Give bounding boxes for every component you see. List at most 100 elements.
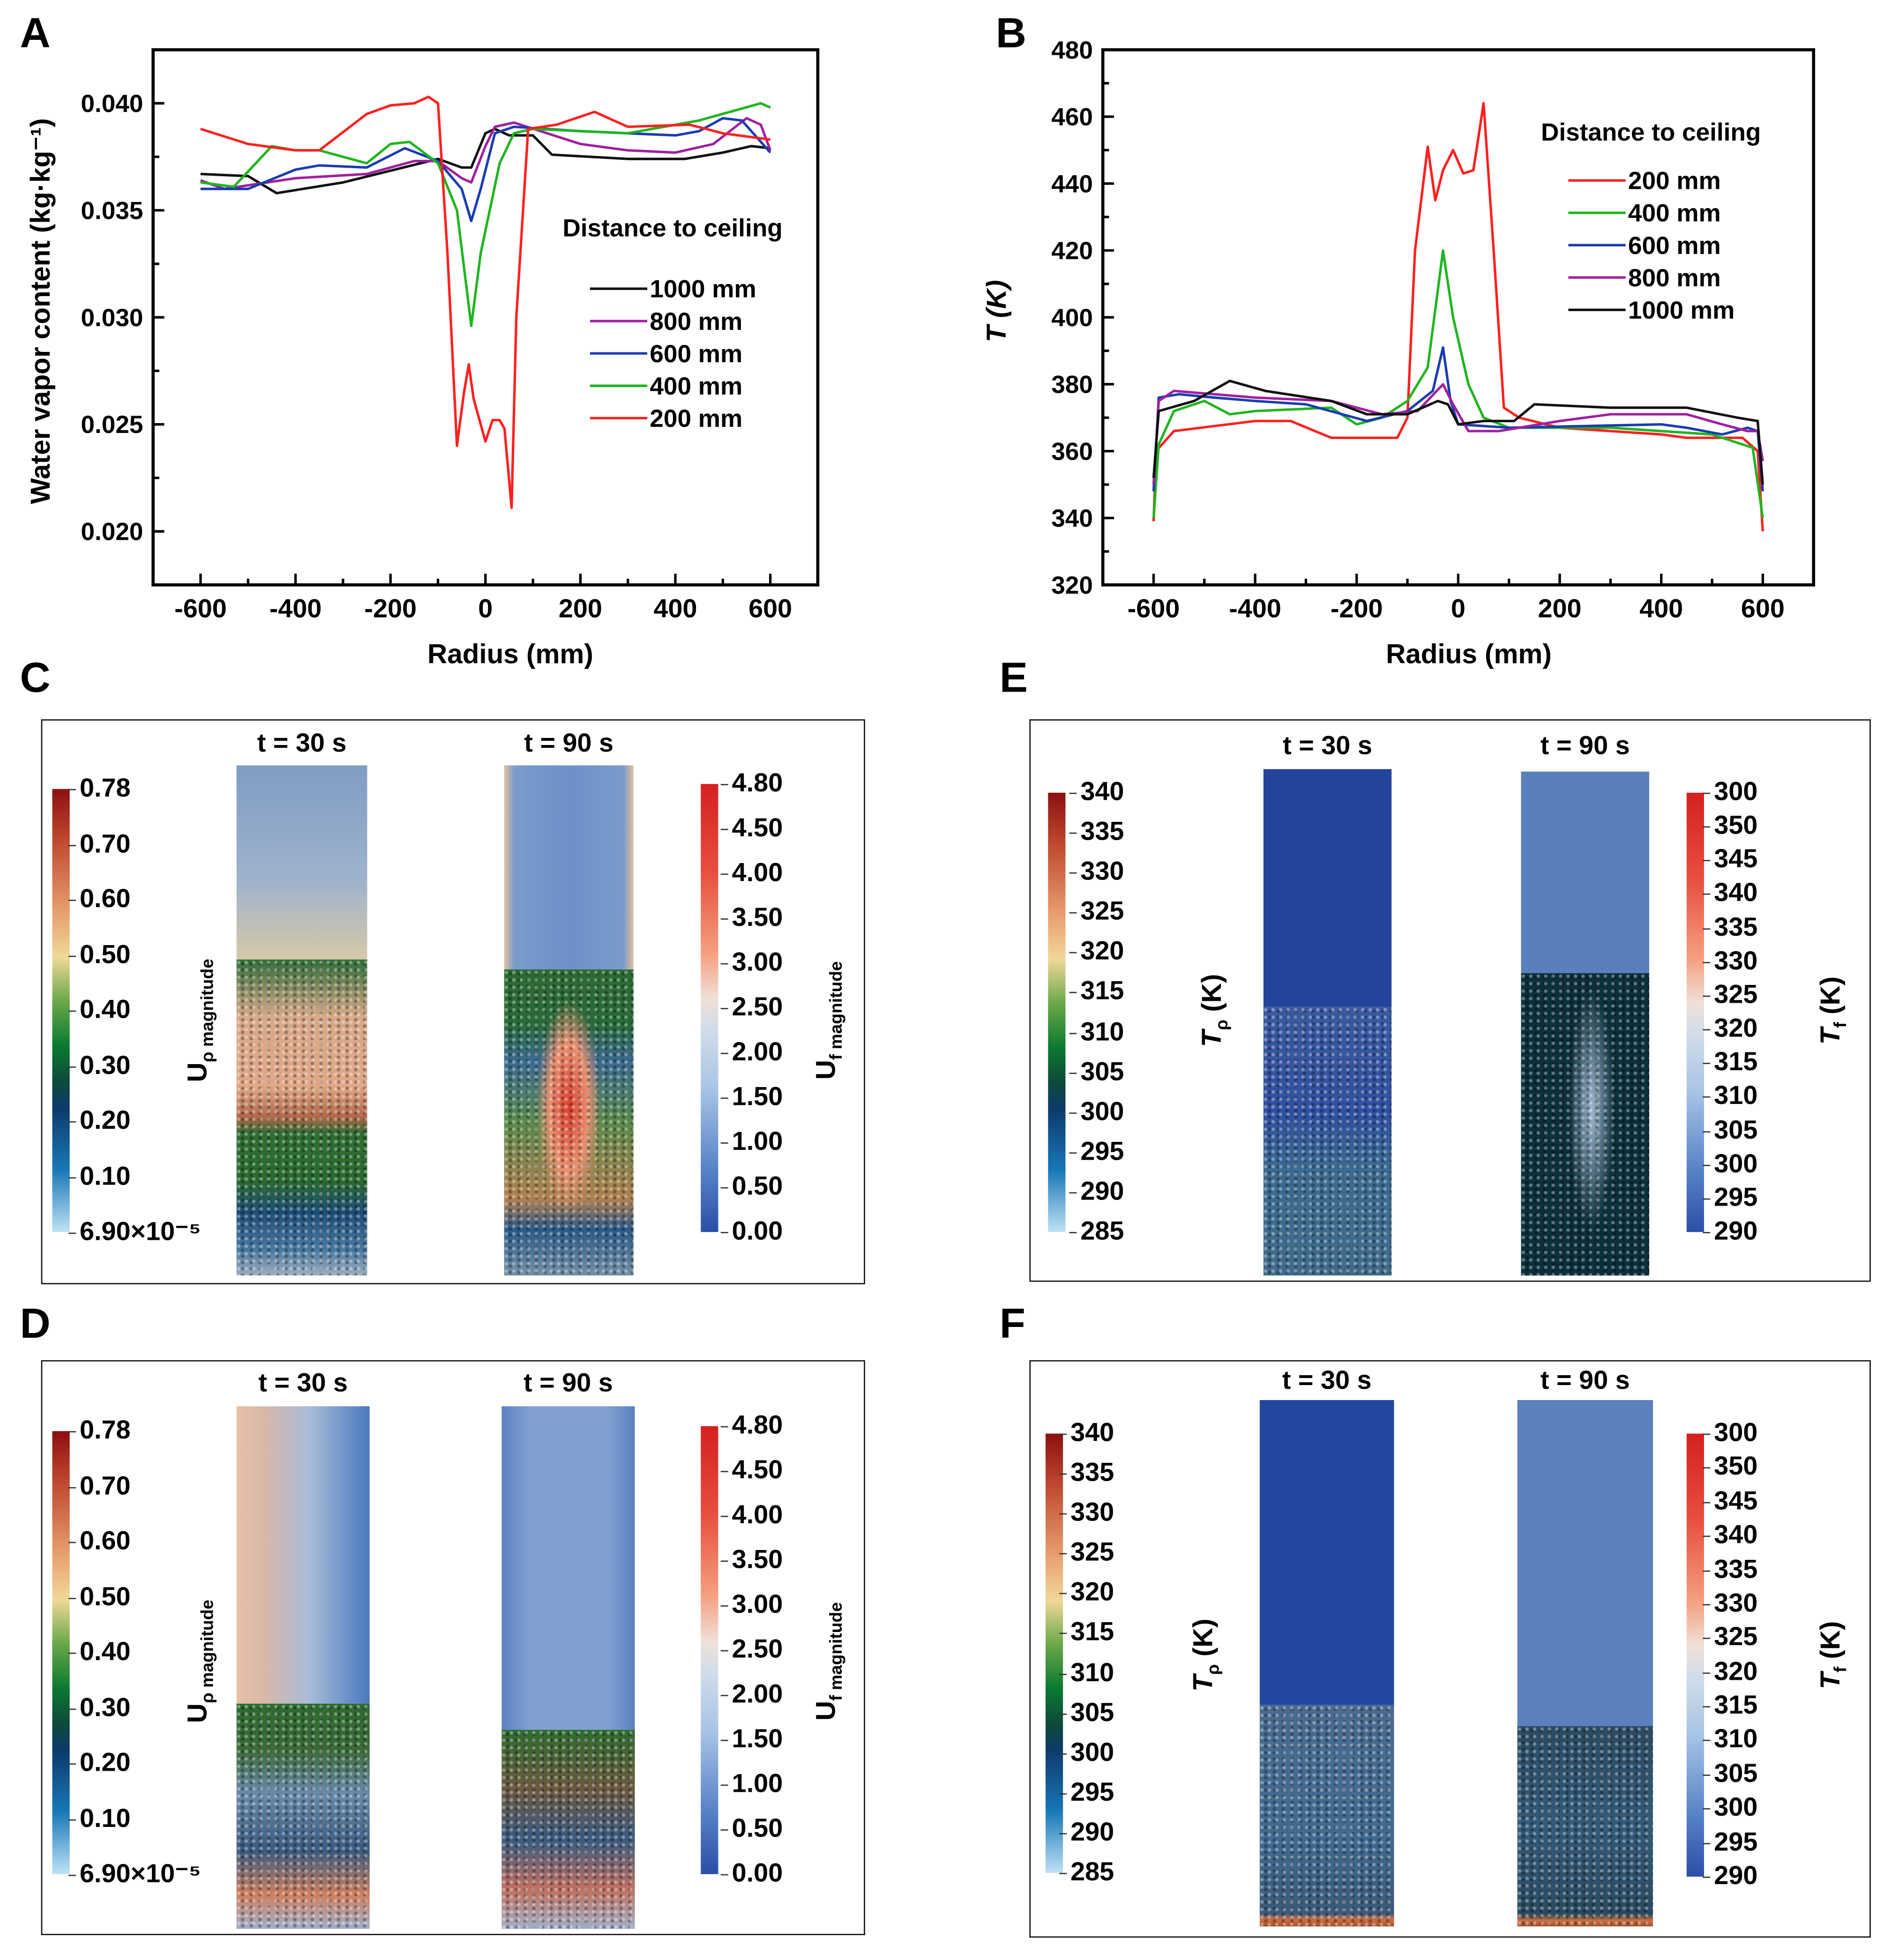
subscript: f magnitude <box>825 961 845 1060</box>
colorbar-tick-label: 300 <box>1069 1097 1124 1127</box>
colorbar-tick-label: 330 <box>1059 1498 1114 1528</box>
particle-bed <box>501 1730 635 1929</box>
y-tick-label: 380 <box>1051 371 1093 399</box>
colorbar-tick-label: 0.00 <box>720 1217 783 1247</box>
y-tick-label: 480 <box>1051 37 1093 64</box>
colorbar-tick-label: 290 <box>1703 1217 1757 1247</box>
colorbar-tick-label: 320 <box>1069 938 1124 968</box>
particle-bed <box>1521 973 1650 1276</box>
legend-title: Distance to ceiling <box>1541 119 1761 146</box>
time-label: t = 30 s <box>1283 731 1372 760</box>
colorbar-tick-label: 0.50 <box>68 940 131 970</box>
fluid-colorbar <box>1686 792 1704 1232</box>
x-tick-label: -400 <box>269 594 322 623</box>
colorbar-tick-label: 320 <box>1703 1657 1757 1687</box>
colorbar-tick-label: 330 <box>1703 947 1757 977</box>
y-tick-label: 0.030 <box>81 304 143 332</box>
subscript: f <box>1830 1022 1850 1028</box>
x-tick-label: 200 <box>559 594 602 623</box>
x-tick-label: -200 <box>364 594 417 623</box>
x-tick-label: 400 <box>653 594 697 623</box>
x-tick-label: 400 <box>1639 594 1683 623</box>
colorbar-tick-label: 295 <box>1703 1827 1757 1857</box>
simulation-field-t30 <box>1263 769 1392 1276</box>
panel-frame <box>41 719 865 1284</box>
panel-label-f: F <box>999 1300 1025 1348</box>
colorbar-tick-label: 300 <box>1059 1738 1114 1768</box>
y-tick-label: 0.040 <box>81 90 143 118</box>
particle-bed <box>1517 1726 1653 1927</box>
symbol: T <box>1196 1030 1227 1047</box>
colorbar-tick-label: 0.10 <box>68 1162 131 1192</box>
colorbar-tick-label: 310 <box>1069 1017 1124 1047</box>
particle-colorbar-title: Uρ magnitude <box>181 959 217 1082</box>
colorbar-tick-label: 325 <box>1069 898 1124 928</box>
colorbar-tick-label: 0.00 <box>720 1859 783 1889</box>
colorbar-tick-label: 3.50 <box>720 903 783 933</box>
series-line-800-mm <box>200 117 772 190</box>
panel-label-a: A <box>20 10 51 58</box>
x-tick-label: 600 <box>1741 594 1785 623</box>
colorbar-tick-label: 310 <box>1703 1082 1757 1112</box>
symbol: U <box>810 1060 841 1080</box>
time-label: t = 90 s <box>1540 731 1630 760</box>
colorbar-tick-label: 1.00 <box>720 1770 783 1800</box>
colorbar-tick-label: 0.60 <box>68 885 131 915</box>
y-tick-label: 420 <box>1051 237 1093 265</box>
line-charts: -600 -400 -200 0 200 400 600 0.020 0.025 0.030 0.0… <box>25 37 1815 670</box>
symbol: U <box>181 1062 213 1082</box>
y-tick-label: 0.035 <box>81 197 143 224</box>
panel-label-e: E <box>999 655 1028 702</box>
colorbar-tick-label: 3.50 <box>720 1546 783 1576</box>
symbol: U <box>810 1700 841 1721</box>
fluid-colorbar <box>1686 1433 1704 1877</box>
fluid-region <box>1263 769 1392 1007</box>
particle-colorbar-title: Uρ magnitude <box>181 1600 217 1723</box>
legend-entry: 600 mm <box>1628 232 1721 260</box>
subscript: ρ <box>1203 1664 1223 1675</box>
colorbar-tick-label: 350 <box>1703 1453 1757 1483</box>
series-line-1000-mm <box>1152 380 1764 485</box>
colorbar-tick-label: 345 <box>1703 1487 1757 1517</box>
series-line-1000-mm <box>200 127 771 194</box>
colorbar-tick-label: 320 <box>1059 1579 1114 1609</box>
particle-colorbar-title: Tρ (K) <box>1196 974 1231 1047</box>
fluid-region <box>236 1406 370 1704</box>
colorbar-tick-label: 0.30 <box>68 1051 131 1081</box>
time-label: t = 90 s <box>523 1369 613 1398</box>
y-tick-label: 360 <box>1051 438 1093 465</box>
colorbar-tick-label: 325 <box>1703 981 1757 1011</box>
colorbar-tick-label: 315 <box>1703 1048 1757 1078</box>
symbol: U <box>181 1703 213 1723</box>
colorbar-tick-label: 4.80 <box>720 769 783 799</box>
chart-a: -600 -400 -200 0 200 400 600 0.020 0.025 0.030 0.0… <box>25 48 820 670</box>
particle-bed <box>236 959 367 1276</box>
legend-entry: 400 mm <box>1628 200 1721 227</box>
time-label: t = 90 s <box>524 729 614 758</box>
colorbar-tick-label: 4.50 <box>720 1456 783 1486</box>
colorbar-tick-label: 350 <box>1703 812 1757 842</box>
colorbar-tick-label: 315 <box>1703 1692 1757 1722</box>
colorbar-tick-label: 305 <box>1703 1116 1757 1146</box>
colorbar-tick-label: 290 <box>1703 1862 1757 1892</box>
colorbar-tick-label: 1.50 <box>720 1725 783 1755</box>
colorbar-tick-label: 0.10 <box>68 1804 131 1834</box>
x-tick-label: 0 <box>478 594 493 623</box>
unit: (K) <box>1814 976 1846 1022</box>
colorbar-tick-label: 4.50 <box>720 814 783 844</box>
particle-colorbar <box>52 1431 70 1874</box>
colorbar-tick-label: 340 <box>1703 879 1757 909</box>
legend-title: Distance to ceiling <box>562 215 782 242</box>
particle-colorbar <box>52 789 70 1232</box>
particle-bed <box>504 969 634 1276</box>
legend-entry: 400 mm <box>650 373 742 400</box>
colorbar-tick-label: 305 <box>1703 1759 1757 1789</box>
colorbar-tick-label: 0.60 <box>68 1527 131 1557</box>
x-tick-label: -200 <box>1331 594 1383 623</box>
colorbar-tick-label: 0.78 <box>68 1416 131 1446</box>
colorbar-tick-label: 300 <box>1703 1794 1757 1824</box>
simulation-field-t30 <box>1259 1400 1394 1927</box>
y-tick-label: 440 <box>1051 170 1093 198</box>
legend-entry: 800 mm <box>1628 264 1721 292</box>
